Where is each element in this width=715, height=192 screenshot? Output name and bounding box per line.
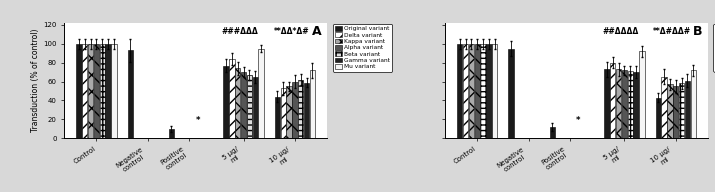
Bar (247, 75, 252, 138)
Bar (492, 44, 498, 138)
Bar (304, 83, 310, 138)
Text: ##ΔΔΔΔ: ##ΔΔΔΔ (603, 27, 639, 36)
Bar (252, 77, 258, 138)
Bar (230, 59, 235, 138)
Text: **Δ#ΔΔ#: **Δ#ΔΔ# (654, 27, 691, 36)
Bar (661, 77, 667, 138)
Bar (673, 86, 679, 138)
Bar (622, 70, 627, 138)
Text: ###ΔΔΔ: ###ΔΔΔ (222, 27, 259, 36)
Bar (457, 44, 463, 138)
Bar (639, 51, 644, 138)
Bar (112, 44, 117, 138)
Bar (128, 50, 133, 138)
Bar (685, 81, 690, 138)
Bar (667, 84, 673, 138)
Bar (88, 44, 93, 138)
Bar (463, 44, 468, 138)
Bar (287, 86, 292, 138)
Bar (633, 72, 638, 138)
Bar (656, 98, 661, 138)
Bar (169, 129, 174, 138)
Bar (628, 71, 633, 138)
Bar (475, 44, 480, 138)
Bar (298, 80, 303, 138)
Bar (275, 97, 280, 138)
Text: *: * (195, 116, 199, 125)
Legend: Original variant, Delta variant, Kappa variant, Alpha variant, Beta variant, Gam: Original variant, Delta variant, Kappa v… (332, 24, 392, 72)
Text: *: * (576, 116, 581, 125)
Text: **ΔΔ*Δ#: **ΔΔ*Δ# (274, 27, 310, 36)
Bar (105, 44, 111, 138)
Bar (77, 44, 82, 138)
Bar (469, 44, 474, 138)
Bar (224, 65, 229, 138)
Bar (292, 82, 297, 138)
Bar (99, 44, 105, 138)
Bar (550, 127, 555, 138)
Bar (610, 63, 616, 138)
Legend: Original variant, Delta variant, Kappa variant, Alpha variant, Beta variant, Gam: Original variant, Delta variant, Kappa v… (714, 24, 715, 72)
Bar (508, 49, 514, 138)
Text: A: A (312, 25, 322, 38)
Y-axis label: Transduction (% of control): Transduction (% of control) (31, 29, 41, 132)
Bar (480, 44, 485, 138)
Bar (241, 72, 246, 138)
Bar (235, 68, 240, 138)
Bar (616, 69, 621, 138)
Bar (82, 44, 87, 138)
Bar (486, 44, 492, 138)
Bar (679, 84, 684, 138)
Bar (258, 49, 264, 138)
Bar (691, 70, 696, 138)
Bar (604, 69, 610, 138)
Bar (310, 70, 315, 138)
Bar (280, 88, 286, 138)
Text: B: B (693, 25, 703, 38)
Bar (94, 44, 99, 138)
